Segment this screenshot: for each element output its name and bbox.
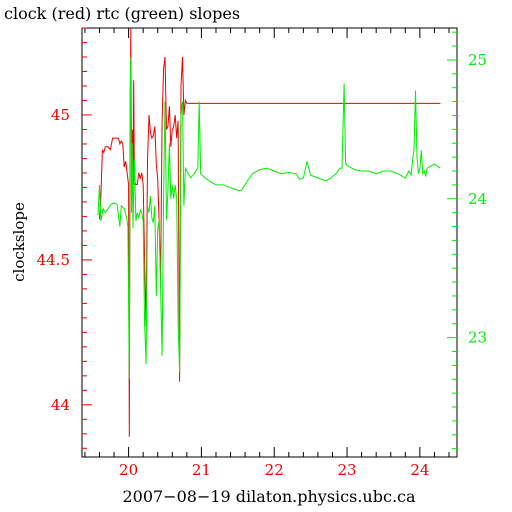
left-tick-label: 44.5 (37, 251, 70, 269)
x-axis: 20 21 22 23 24 (84, 28, 450, 479)
x-tick-label: 23 (338, 461, 357, 479)
x-tick-label: 24 (410, 461, 429, 479)
plot-area (97, 27, 441, 437)
right-tick-label: 25 (468, 51, 487, 69)
left-y-axis: 44 44.5 45 (37, 27, 92, 449)
left-tick-label: 44 (51, 396, 70, 414)
clock-series-line (99, 27, 441, 437)
right-tick-label: 23 (468, 329, 487, 347)
right-tick-label: 24 (468, 190, 487, 208)
x-tick-label: 21 (192, 461, 211, 479)
chart-title: clock (red) rtc (green) slopes (4, 4, 240, 23)
rtc-series-line (97, 57, 441, 380)
left-tick-label: 45 (51, 106, 70, 124)
x-tick-label: 20 (119, 461, 138, 479)
x-tick-label: 22 (265, 461, 284, 479)
right-y-axis: 23 24 25 (447, 31, 487, 450)
plot-frame (81, 27, 458, 458)
left-y-axis-label: clockslope (10, 202, 28, 282)
x-axis-label: 2007−08−19 dilaton.physics.ubc.ca (122, 487, 416, 506)
